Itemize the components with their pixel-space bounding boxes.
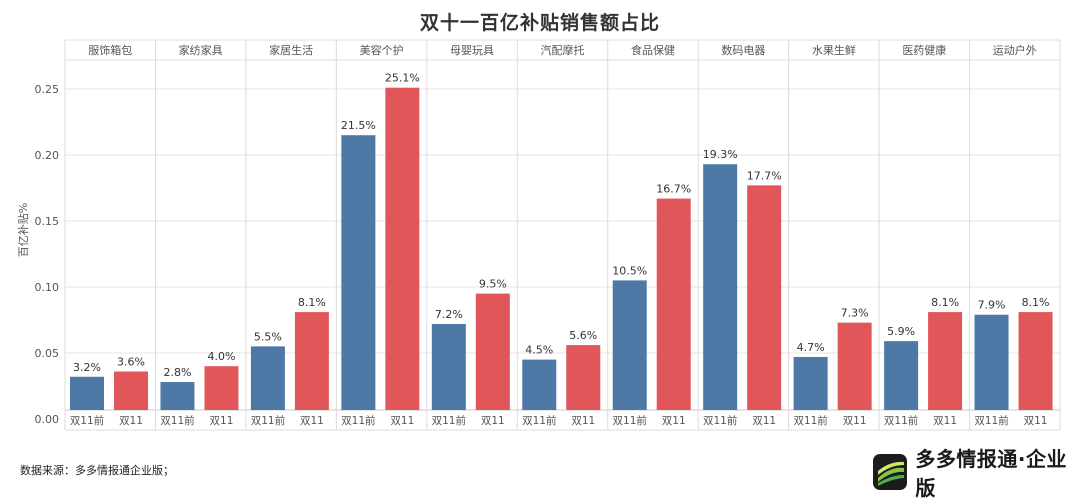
- bar: [884, 341, 919, 410]
- bar: [928, 312, 963, 410]
- x-tick-label: 双11: [752, 415, 776, 427]
- brand-watermark: 多多情报通·企业版: [873, 443, 1080, 501]
- x-tick-label: 双11前: [432, 414, 466, 427]
- category-label: 服饰箱包: [88, 43, 132, 57]
- y-tick-label: 0.25: [35, 83, 60, 96]
- x-tick-label: 双11: [390, 415, 414, 427]
- data-label: 7.9%: [978, 299, 1006, 312]
- x-tick-label: 双11: [210, 415, 234, 427]
- ppt-logo-icon: [873, 454, 908, 490]
- category-label: 数码电器: [721, 44, 765, 57]
- data-label: 21.5%: [341, 119, 376, 132]
- bar: [522, 359, 557, 410]
- x-tick-label: 双11前: [613, 414, 647, 427]
- category-label: 水果生鲜: [812, 43, 856, 57]
- y-tick-label: 0.00: [35, 413, 60, 426]
- category-label: 家居生活: [269, 43, 313, 57]
- x-tick-label: 双11前: [160, 414, 194, 427]
- bar: [703, 164, 738, 410]
- data-label: 7.2%: [435, 308, 463, 321]
- category-label: 母婴玩具: [450, 44, 494, 57]
- bar: [250, 346, 285, 410]
- chart-title: 双十一百亿补贴销售额占比: [419, 12, 660, 34]
- x-tick-label: 双11: [300, 415, 324, 427]
- data-label: 16.7%: [656, 183, 691, 196]
- bar: [656, 198, 691, 410]
- bar: [475, 293, 510, 410]
- data-label: 4.7%: [797, 341, 825, 354]
- data-label: 3.6%: [117, 355, 145, 368]
- x-tick-label: 双11前: [793, 414, 827, 427]
- bar: [612, 280, 647, 410]
- y-tick-label: 0.10: [35, 281, 60, 294]
- bar: [204, 366, 239, 410]
- data-label: 17.7%: [747, 169, 782, 182]
- x-tick-label: 双11: [662, 415, 686, 427]
- category-label: 汽配摩托: [541, 43, 585, 57]
- bar: [70, 376, 104, 410]
- source-note: 数据来源：多多情报通企业版；: [20, 464, 174, 477]
- bar: [566, 345, 601, 410]
- x-tick-label: 双11: [843, 415, 867, 427]
- bar: [837, 322, 872, 410]
- data-label: 4.5%: [525, 344, 553, 357]
- x-tick-label: 双11前: [70, 414, 104, 427]
- brand-name: 多多情报通·企业版: [915, 447, 1068, 500]
- data-label: 5.6%: [569, 329, 597, 342]
- data-label: 5.5%: [254, 330, 282, 343]
- bar: [114, 371, 148, 410]
- data-label: 9.5%: [479, 278, 507, 291]
- data-label: 4.0%: [207, 350, 235, 363]
- data-label: 19.3%: [703, 148, 738, 161]
- data-label: 3.2%: [73, 361, 101, 374]
- x-tick-label: 双11前: [251, 414, 285, 427]
- bar: [294, 312, 329, 410]
- data-label: 2.8%: [163, 366, 191, 379]
- data-label: 7.3%: [841, 307, 869, 320]
- bar: [431, 323, 466, 410]
- bar-chart: 0.00 0.05 0.10 0.15 0.20 0.25 百亿补贴% 服饰箱包 3.2% 双11…: [16, 39, 1061, 431]
- bar: [385, 87, 420, 411]
- data-label: 10.5%: [612, 264, 647, 277]
- x-tick-label: 双11前: [884, 414, 918, 427]
- bar: [341, 135, 376, 410]
- x-tick-label: 双11前: [703, 414, 737, 427]
- x-tick-label: 双11前: [974, 414, 1008, 427]
- data-label: 25.1%: [385, 72, 420, 85]
- x-tick-label: 双11: [1024, 415, 1048, 427]
- x-tick-label: 双11前: [522, 414, 556, 427]
- x-tick-label: 双11: [571, 415, 595, 427]
- y-tick-label: 0.20: [35, 149, 60, 162]
- category-label: 食品保健: [631, 43, 675, 57]
- bar: [747, 185, 782, 410]
- x-tick-label: 双11前: [341, 414, 375, 427]
- x-tick-label: 双11: [481, 415, 505, 427]
- data-label: 5.9%: [887, 325, 915, 338]
- category-label: 家纺家具: [179, 43, 223, 57]
- bar: [1018, 312, 1053, 410]
- category-label: 运动户外: [993, 43, 1037, 57]
- x-tick-label: 双11: [933, 415, 957, 427]
- bar: [793, 356, 828, 410]
- y-tick-label: 0.15: [35, 215, 60, 228]
- bar: [974, 314, 1009, 410]
- data-label: 8.1%: [1022, 296, 1050, 309]
- data-label: 8.1%: [931, 296, 959, 309]
- x-tick-label: 双11: [119, 415, 143, 427]
- category-label: 美容个护: [360, 43, 404, 57]
- y-tick-label: 0.05: [35, 347, 60, 360]
- data-label: 8.1%: [298, 296, 326, 309]
- category-label: 医药健康: [902, 43, 946, 57]
- bar: [160, 382, 195, 410]
- y-axis-label: 百亿补贴%: [16, 203, 30, 257]
